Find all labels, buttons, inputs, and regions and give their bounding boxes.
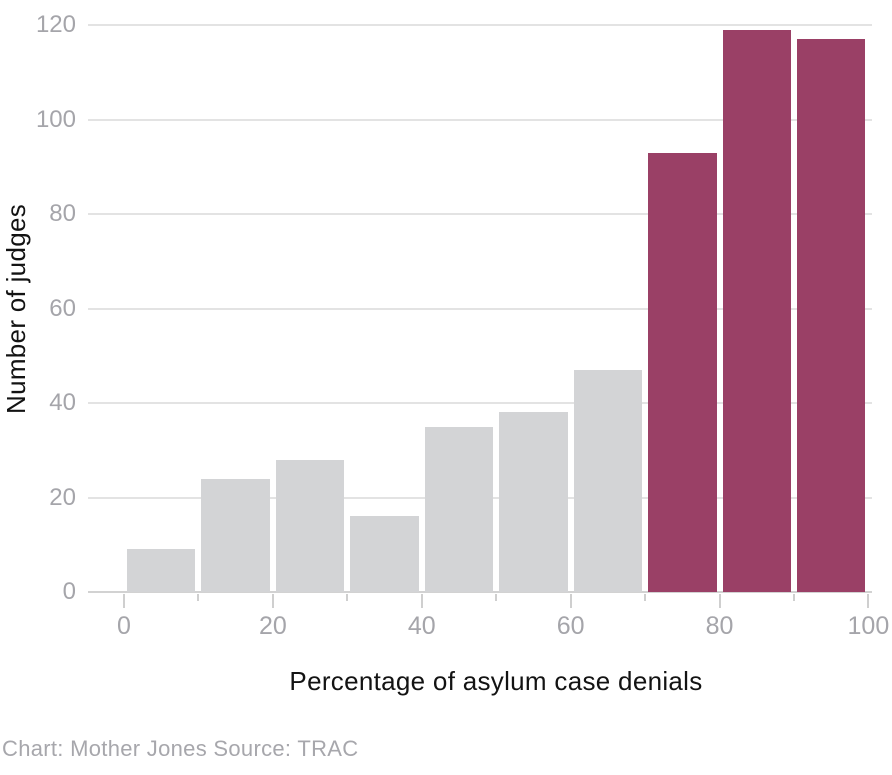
gridline <box>88 402 872 404</box>
y-tick-label: 60 <box>49 294 76 322</box>
y-tick-label: 0 <box>62 578 76 605</box>
histogram-bar <box>201 478 270 592</box>
histogram-bar <box>648 152 717 592</box>
x-tick <box>495 594 498 601</box>
histogram-bar <box>722 29 791 592</box>
y-tick-label: 20 <box>49 483 76 511</box>
x-tick <box>644 594 647 601</box>
histogram-bar <box>424 426 494 592</box>
x-tick-label: 20 <box>258 612 287 640</box>
x-tick-label: 60 <box>556 612 585 640</box>
x-tick <box>271 594 274 608</box>
y-tick-label: 40 <box>49 389 76 416</box>
gridline <box>88 213 872 215</box>
x-tick <box>420 594 423 608</box>
gridline <box>88 24 872 26</box>
x-tick <box>346 594 349 601</box>
x-tick-label: 100 <box>847 612 890 640</box>
x-tick-label: 0 <box>117 612 131 640</box>
histogram-bar <box>127 549 196 592</box>
x-axis-title: Percentage of asylum case denials <box>289 666 703 696</box>
attribution: Chart: Mother Jones Source: TRAC <box>2 736 359 761</box>
gridline <box>88 118 872 121</box>
x-tick <box>867 594 870 608</box>
x-tick-label: 40 <box>407 612 436 640</box>
x-tick-label: 80 <box>705 612 734 640</box>
y-tick-label: 100 <box>35 105 76 133</box>
x-tick <box>197 594 200 601</box>
histogram-bar <box>275 459 345 592</box>
x-tick <box>569 594 572 608</box>
histogram-bar <box>499 412 568 592</box>
gridline <box>88 307 872 310</box>
histogram-bar <box>796 39 866 592</box>
histogram-bar <box>350 516 419 592</box>
y-tick-label: 80 <box>49 200 76 227</box>
y-tick-label: 120 <box>35 11 76 38</box>
x-tick <box>718 594 721 608</box>
x-axis-line <box>88 591 872 593</box>
x-tick <box>792 594 795 601</box>
histogram-bar <box>573 369 643 592</box>
x-tick <box>123 594 125 608</box>
